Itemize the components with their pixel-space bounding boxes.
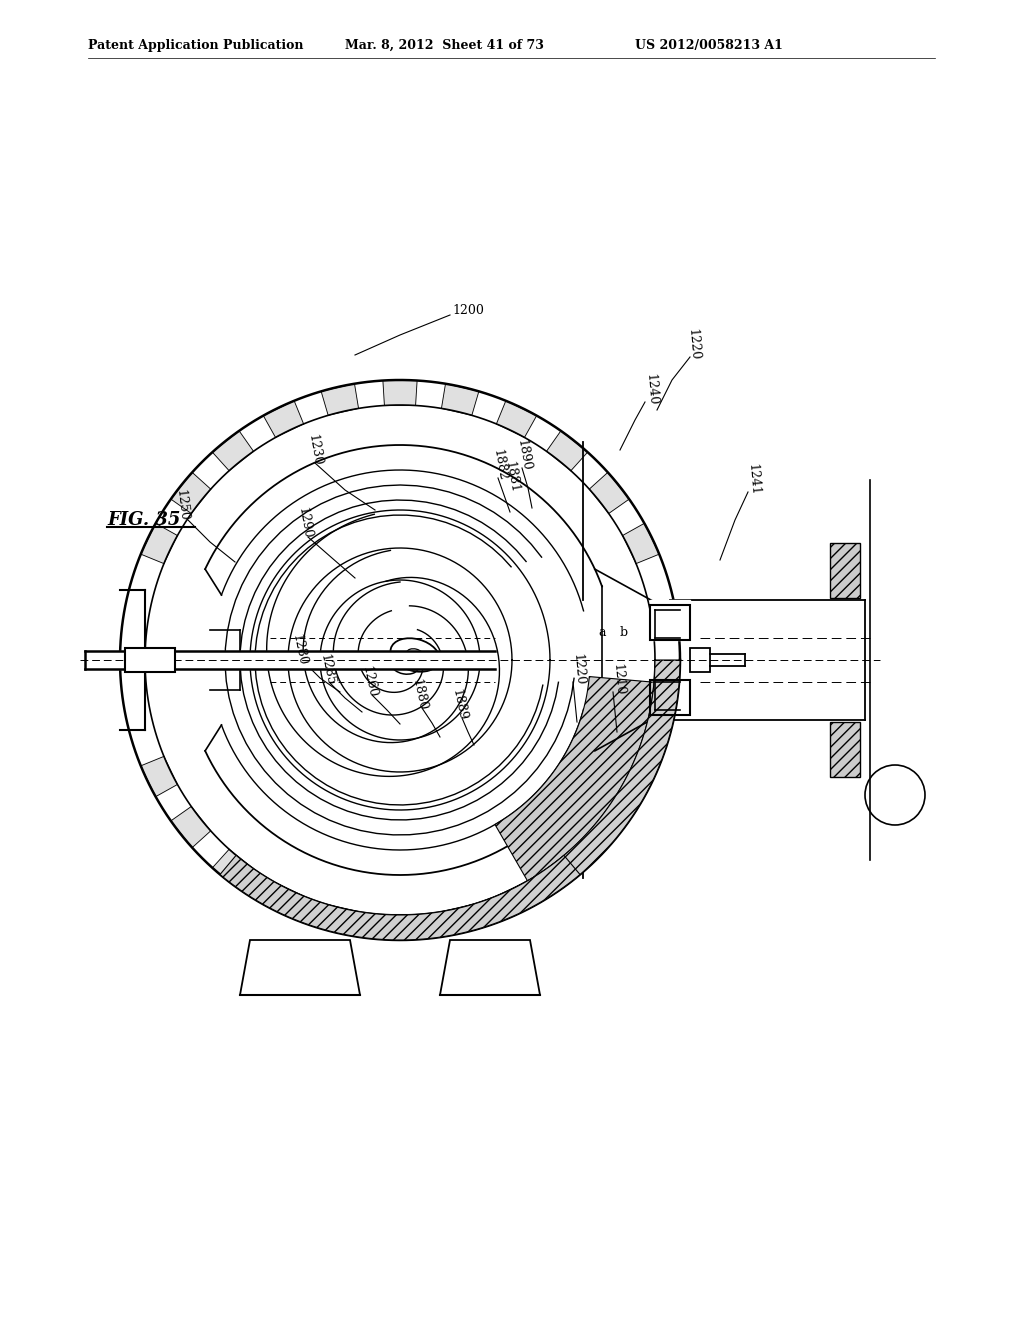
Text: 1290: 1290 — [295, 507, 313, 540]
Polygon shape — [171, 473, 211, 513]
Polygon shape — [383, 380, 417, 405]
Polygon shape — [440, 940, 540, 995]
Polygon shape — [263, 883, 303, 919]
Text: Patent Application Publication: Patent Application Publication — [88, 40, 303, 51]
Polygon shape — [140, 756, 177, 797]
Polygon shape — [441, 904, 479, 936]
Polygon shape — [240, 940, 360, 995]
Polygon shape — [140, 523, 177, 564]
Text: Mar. 8, 2012  Sheet 41 of 73: Mar. 8, 2012 Sheet 41 of 73 — [345, 40, 544, 51]
Text: 1889: 1889 — [450, 688, 469, 722]
Bar — [650, 605, 690, 640]
Polygon shape — [322, 904, 358, 936]
Text: 1220: 1220 — [685, 329, 700, 362]
Text: 1881: 1881 — [502, 461, 520, 494]
Polygon shape — [171, 807, 211, 847]
Polygon shape — [212, 430, 254, 471]
Polygon shape — [497, 401, 537, 437]
Text: 1240: 1240 — [643, 374, 658, 407]
Text: US 2012/0058213 A1: US 2012/0058213 A1 — [635, 40, 783, 51]
Text: 1220: 1220 — [570, 653, 586, 686]
Bar — [650, 680, 690, 715]
Text: 1285: 1285 — [318, 653, 337, 686]
Text: a: a — [598, 626, 605, 639]
Bar — [690, 648, 710, 672]
Polygon shape — [466, 660, 680, 931]
Polygon shape — [547, 430, 588, 471]
Text: 1210: 1210 — [610, 664, 626, 697]
Text: FIG. 35: FIG. 35 — [106, 511, 180, 529]
Text: 1260: 1260 — [360, 665, 379, 700]
Polygon shape — [383, 915, 417, 940]
Text: 1890: 1890 — [514, 438, 532, 471]
Polygon shape — [125, 648, 175, 672]
Text: 1280: 1280 — [290, 634, 309, 667]
Text: 1241: 1241 — [745, 463, 761, 496]
Text: 1230: 1230 — [305, 433, 324, 467]
Polygon shape — [212, 849, 254, 890]
Text: b: b — [620, 626, 628, 639]
Polygon shape — [650, 601, 690, 640]
Polygon shape — [623, 523, 659, 564]
Polygon shape — [441, 384, 479, 416]
Polygon shape — [497, 883, 537, 919]
Polygon shape — [589, 807, 629, 847]
Polygon shape — [589, 473, 629, 513]
Bar — [830, 543, 860, 598]
Text: 1250: 1250 — [173, 488, 189, 521]
Polygon shape — [623, 756, 659, 797]
Polygon shape — [220, 855, 580, 940]
Polygon shape — [322, 384, 358, 416]
Text: 1200: 1200 — [452, 304, 484, 317]
Polygon shape — [85, 651, 495, 669]
Polygon shape — [495, 677, 654, 880]
Polygon shape — [547, 849, 588, 890]
Bar — [830, 722, 860, 777]
Text: 1880: 1880 — [410, 678, 429, 711]
Text: 1882: 1882 — [490, 449, 508, 482]
Polygon shape — [263, 401, 303, 437]
